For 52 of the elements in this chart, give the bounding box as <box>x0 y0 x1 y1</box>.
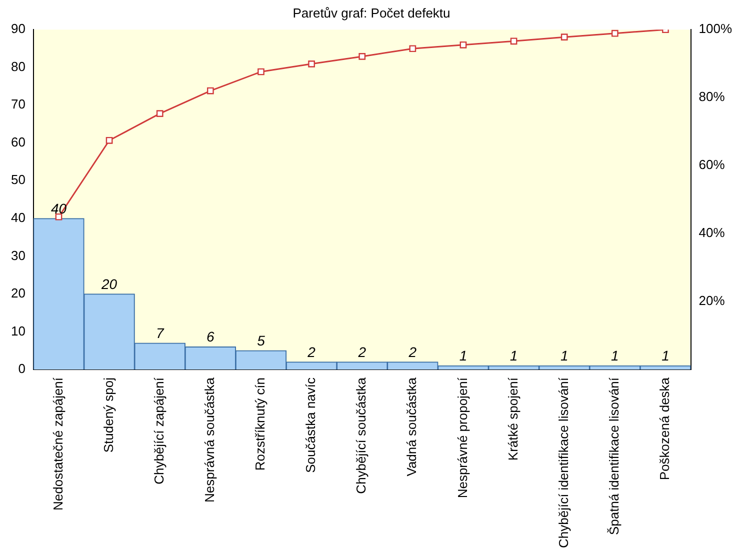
data-label: 2 <box>306 344 316 360</box>
y2-tick-label: 60% <box>698 157 726 172</box>
data-label: 20 <box>100 276 118 292</box>
x-tick-label: Krátké spojení <box>505 377 520 461</box>
point <box>206 87 214 94</box>
data-label: 6 <box>206 328 215 345</box>
data-label: 1 <box>560 348 568 364</box>
y2-tick-label: 40% <box>698 225 726 240</box>
x-tick-label: Rozstříknutý cín <box>252 377 268 471</box>
x-tick-label: Nesprávná součástka <box>202 376 217 502</box>
y2-tick-label: 100% <box>698 21 732 36</box>
data-label: 1 <box>510 348 518 364</box>
x-tick-label: Studený spoj <box>100 377 116 453</box>
y-tick-label: 40 <box>10 210 26 225</box>
x-tick-label: Poškozená deska <box>657 376 672 480</box>
data-label: 2 <box>408 344 417 360</box>
y-tick-label: 50 <box>10 172 26 188</box>
x-tick-label: Nesprávné propojení <box>454 377 470 498</box>
x-tick-label: Chybějící součástka <box>354 376 369 494</box>
point <box>560 34 568 41</box>
point <box>510 38 518 45</box>
point <box>106 136 113 144</box>
data-label: 7 <box>156 324 165 341</box>
x-tick-label: Součástka navíc <box>303 376 318 473</box>
x-tick-label: Vadná součástka <box>404 376 420 476</box>
point <box>156 110 164 117</box>
y-tick-label: 90 <box>10 21 26 36</box>
y-tick-label: 30 <box>10 248 26 263</box>
y2-tick-label: 20% <box>698 293 726 308</box>
y-tick-label: 70 <box>10 96 26 112</box>
point <box>258 68 264 76</box>
point <box>611 30 618 37</box>
x-tick-label: Nedostatečné zapájení <box>50 377 66 510</box>
x-tick-label: Špatná identifikace lisování <box>606 377 622 536</box>
y-tick-label: 80 <box>10 58 26 74</box>
point <box>308 60 315 68</box>
x-tick-label: Chybějící identifikace lisování <box>556 377 571 548</box>
data-label: 1 <box>662 348 670 364</box>
data-label: 5 <box>257 332 266 348</box>
point <box>409 45 416 52</box>
x-tick-label: Chybějící zapájení <box>151 377 166 484</box>
y-tick-label: 60 <box>10 134 26 150</box>
chart-title: Paretův graf: Počet defektu <box>292 5 450 20</box>
data-label: 1 <box>459 348 468 364</box>
y-tick-label: 0 <box>18 361 26 376</box>
point <box>358 53 366 60</box>
y-tick-label: 20 <box>10 286 26 301</box>
point <box>460 41 467 48</box>
y2-tick-label: 80% <box>698 89 726 104</box>
data-label: 2 <box>357 344 366 360</box>
y-tick-label: 10 <box>10 323 26 338</box>
data-label: 1 <box>611 348 619 364</box>
